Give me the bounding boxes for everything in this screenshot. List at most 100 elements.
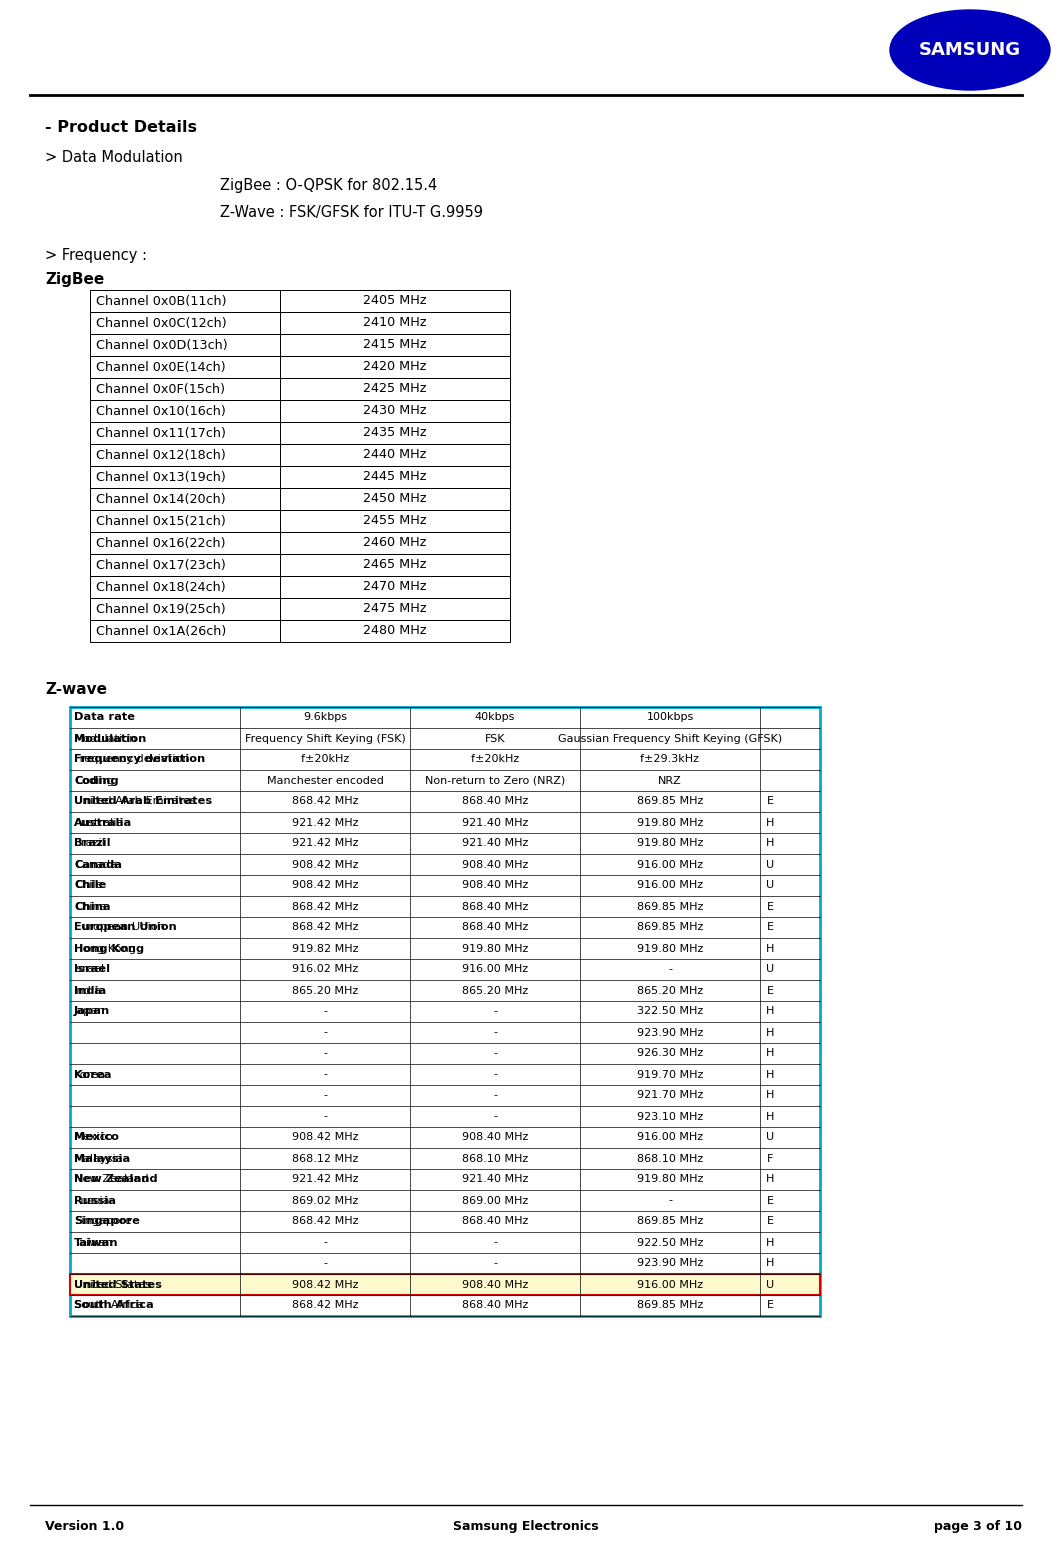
Text: 869.00 MHz: 869.00 MHz xyxy=(462,1196,528,1205)
Text: 921.42 MHz: 921.42 MHz xyxy=(291,1174,359,1185)
Text: -: - xyxy=(493,1238,497,1247)
Text: Mexico: Mexico xyxy=(74,1132,114,1143)
Text: Channel 0x0C(12ch): Channel 0x0C(12ch) xyxy=(96,317,226,329)
Text: Frequency deviation: Frequency deviation xyxy=(74,755,189,764)
Text: H: H xyxy=(766,944,774,954)
Bar xyxy=(90,509,510,533)
Bar xyxy=(90,533,510,554)
Text: U: U xyxy=(766,859,774,870)
Text: > Data Modulation: > Data Modulation xyxy=(45,151,183,165)
Text: 908.40 MHz: 908.40 MHz xyxy=(462,859,528,870)
Text: -: - xyxy=(493,1048,497,1059)
Text: 2415 MHz: 2415 MHz xyxy=(363,339,427,351)
Text: Singapore: Singapore xyxy=(74,1216,132,1227)
Text: Japan: Japan xyxy=(74,1006,105,1017)
Text: -: - xyxy=(493,1258,497,1269)
Text: 868.40 MHz: 868.40 MHz xyxy=(462,1216,528,1227)
Text: Channel 0x19(25ch): Channel 0x19(25ch) xyxy=(96,603,225,615)
Text: 2435 MHz: 2435 MHz xyxy=(363,427,427,439)
Text: -: - xyxy=(493,1112,497,1121)
Text: 100kbps: 100kbps xyxy=(646,713,693,722)
Text: H: H xyxy=(766,1006,774,1017)
Text: 919.80 MHz: 919.80 MHz xyxy=(636,817,703,828)
Text: 2425 MHz: 2425 MHz xyxy=(363,382,427,396)
Bar xyxy=(90,312,510,334)
Text: Channel 0x0F(15ch): Channel 0x0F(15ch) xyxy=(96,382,225,396)
Text: Israel: Israel xyxy=(74,964,110,974)
Text: > Frequency :: > Frequency : xyxy=(45,248,147,262)
Bar xyxy=(70,1273,820,1295)
Text: European Union: European Union xyxy=(74,922,177,932)
Text: 869.85 MHz: 869.85 MHz xyxy=(636,922,703,932)
Text: E: E xyxy=(767,1216,773,1227)
Text: 923.90 MHz: 923.90 MHz xyxy=(636,1028,703,1037)
Text: 40kbps: 40kbps xyxy=(474,713,515,722)
Text: -: - xyxy=(323,1090,327,1101)
Text: 869.85 MHz: 869.85 MHz xyxy=(636,1216,703,1227)
Text: Channel 0x0D(13ch): Channel 0x0D(13ch) xyxy=(96,339,227,351)
Text: 868.40 MHz: 868.40 MHz xyxy=(462,1300,528,1311)
Text: Data rate: Data rate xyxy=(74,713,135,722)
Text: SAMSUNG: SAMSUNG xyxy=(919,40,1021,59)
Text: Frequency deviation: Frequency deviation xyxy=(74,755,205,764)
Text: Channel 0x1A(26ch): Channel 0x1A(26ch) xyxy=(96,624,226,637)
Text: FSK: FSK xyxy=(485,733,505,744)
Text: 2450 MHz: 2450 MHz xyxy=(363,492,427,505)
Text: 9.6kbps: 9.6kbps xyxy=(303,713,347,722)
Text: 2460 MHz: 2460 MHz xyxy=(363,536,427,550)
Text: -: - xyxy=(668,964,672,974)
Text: -: - xyxy=(493,1028,497,1037)
Text: 921.40 MHz: 921.40 MHz xyxy=(462,1174,528,1185)
Text: New Zealand: New Zealand xyxy=(74,1174,158,1185)
Text: 868.42 MHz: 868.42 MHz xyxy=(291,1300,359,1311)
Text: 919.80 MHz: 919.80 MHz xyxy=(636,944,703,954)
Text: 926.30 MHz: 926.30 MHz xyxy=(636,1048,703,1059)
Text: f⁣⁣±29.3kHz: f⁣⁣±29.3kHz xyxy=(641,755,700,764)
Text: Russia: Russia xyxy=(74,1196,116,1205)
Text: Korea: Korea xyxy=(74,1070,106,1079)
Text: India: India xyxy=(74,986,102,995)
Text: 916.00 MHz: 916.00 MHz xyxy=(636,1132,703,1143)
Text: f⁣⁣±20kHz: f⁣⁣±20kHz xyxy=(301,755,349,764)
Text: 865.20 MHz: 865.20 MHz xyxy=(291,986,358,995)
Text: Manchester encoded: Manchester encoded xyxy=(266,775,383,786)
Text: 908.42 MHz: 908.42 MHz xyxy=(291,881,359,890)
Text: H: H xyxy=(766,1070,774,1079)
Text: Channel 0x0B(11ch): Channel 0x0B(11ch) xyxy=(96,295,226,307)
Text: 869.85 MHz: 869.85 MHz xyxy=(636,1300,703,1311)
Text: Modulation: Modulation xyxy=(74,733,138,744)
Text: H: H xyxy=(766,1174,774,1185)
Text: -: - xyxy=(493,1070,497,1079)
Text: 865.20 MHz: 865.20 MHz xyxy=(636,986,703,995)
Text: -: - xyxy=(323,1070,327,1079)
Text: E: E xyxy=(767,797,773,806)
Text: Z-Wave : FSK/GFSK for ITU-T G.9959: Z-Wave : FSK/GFSK for ITU-T G.9959 xyxy=(220,205,483,221)
Text: Hong Kong: Hong Kong xyxy=(74,944,136,954)
Bar xyxy=(90,356,510,377)
Text: 869.85 MHz: 869.85 MHz xyxy=(636,901,703,912)
Text: Hong Kong: Hong Kong xyxy=(74,944,144,954)
Text: -: - xyxy=(323,1112,327,1121)
Text: Israel: Israel xyxy=(74,964,105,974)
Text: Canada: Canada xyxy=(74,859,117,870)
Text: Non-return to Zero (NRZ): Non-return to Zero (NRZ) xyxy=(425,775,565,786)
Text: China: China xyxy=(74,901,106,912)
Text: H: H xyxy=(766,1238,774,1247)
Text: Channel 0x10(16ch): Channel 0x10(16ch) xyxy=(96,404,226,418)
Text: 916.00 MHz: 916.00 MHz xyxy=(636,1280,703,1289)
Text: Gaussian Frequency Shift Keying (GFSK): Gaussian Frequency Shift Keying (GFSK) xyxy=(558,733,782,744)
Text: -: - xyxy=(323,1258,327,1269)
Text: Channel 0x12(18ch): Channel 0x12(18ch) xyxy=(96,449,226,461)
Text: Z-wave: Z-wave xyxy=(45,682,107,697)
Text: Australia: Australia xyxy=(74,817,124,828)
Text: 922.50 MHz: 922.50 MHz xyxy=(636,1238,703,1247)
Text: -: - xyxy=(323,1006,327,1017)
Text: Version 1.0: Version 1.0 xyxy=(45,1520,124,1533)
Text: 908.42 MHz: 908.42 MHz xyxy=(291,1280,359,1289)
Ellipse shape xyxy=(890,9,1050,90)
Text: 921.42 MHz: 921.42 MHz xyxy=(291,817,359,828)
Bar xyxy=(90,576,510,598)
Text: European Union: European Union xyxy=(74,922,165,932)
Text: 908.40 MHz: 908.40 MHz xyxy=(462,881,528,890)
Text: 923.10 MHz: 923.10 MHz xyxy=(636,1112,703,1121)
